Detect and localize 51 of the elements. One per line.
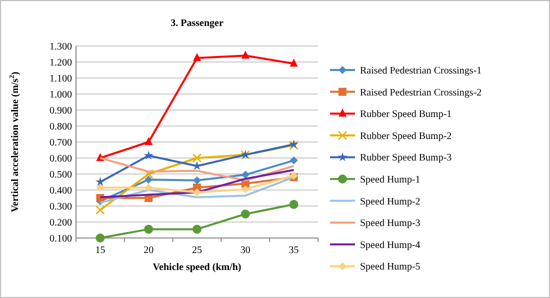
point xyxy=(144,184,153,192)
y-tick-label: 1.300 xyxy=(50,42,72,52)
point xyxy=(193,53,201,61)
legend-label: Rubber Speed Bump-2 xyxy=(360,130,452,142)
point xyxy=(96,234,105,242)
point xyxy=(144,224,154,234)
y-tick-label: 0.700 xyxy=(50,138,72,148)
point xyxy=(192,224,202,234)
x-tick-label: 20 xyxy=(144,245,154,256)
y-tick-label: 0.600 xyxy=(50,154,72,164)
legend-label: Speed Hump-3 xyxy=(360,218,420,230)
point xyxy=(193,176,201,184)
chart-title: 3. Passenger xyxy=(170,18,224,29)
y-tick-label: 0.200 xyxy=(50,218,72,228)
y-tick-label: 0.900 xyxy=(50,106,72,116)
legend-label: Speed Hump-5 xyxy=(360,262,420,273)
point xyxy=(96,205,105,215)
point xyxy=(144,150,154,160)
x-tick-label: 30 xyxy=(240,245,250,256)
x-tick-label: 15 xyxy=(95,245,106,256)
y-tick-label: 1.200 xyxy=(50,58,72,68)
x-axis-title: Vehicle speed (km/h) xyxy=(152,262,242,273)
point xyxy=(95,177,105,186)
point xyxy=(240,210,250,218)
point xyxy=(241,185,250,194)
y-tick-label: 0.500 xyxy=(50,170,72,180)
legend-label: Speed Hump-4 xyxy=(360,240,420,251)
y-tick-label: 1.000 xyxy=(50,90,72,100)
y-tick-label: 1.100 xyxy=(50,74,72,84)
point xyxy=(192,153,202,163)
point xyxy=(289,200,298,209)
y-tick-label: 0.400 xyxy=(50,186,72,196)
point xyxy=(290,58,298,67)
x-tick-label: 25 xyxy=(192,245,202,256)
point xyxy=(241,50,250,59)
legend-label: Rubber Speed Bump-1 xyxy=(360,109,452,120)
point xyxy=(96,184,104,192)
legend-label: Speed Hump-1 xyxy=(360,174,420,186)
legend-label: Raised Pedestrian Crossings-2 xyxy=(360,87,482,98)
point xyxy=(144,176,153,184)
legend-label: Rubber Speed Bump-3 xyxy=(360,152,452,164)
y-tick-label: 0.300 xyxy=(50,202,72,212)
y-tick-label: 0.100 xyxy=(50,234,72,244)
point xyxy=(144,137,153,145)
point xyxy=(193,188,201,196)
legend-label: Raised Pedestrian Crossings-1 xyxy=(360,66,482,76)
y-tick-label: 0.800 xyxy=(50,122,72,132)
x-tick-label: 35 xyxy=(288,245,299,256)
legend-label: Speed Hump-2 xyxy=(360,196,420,208)
point xyxy=(290,156,298,164)
point xyxy=(241,170,250,179)
